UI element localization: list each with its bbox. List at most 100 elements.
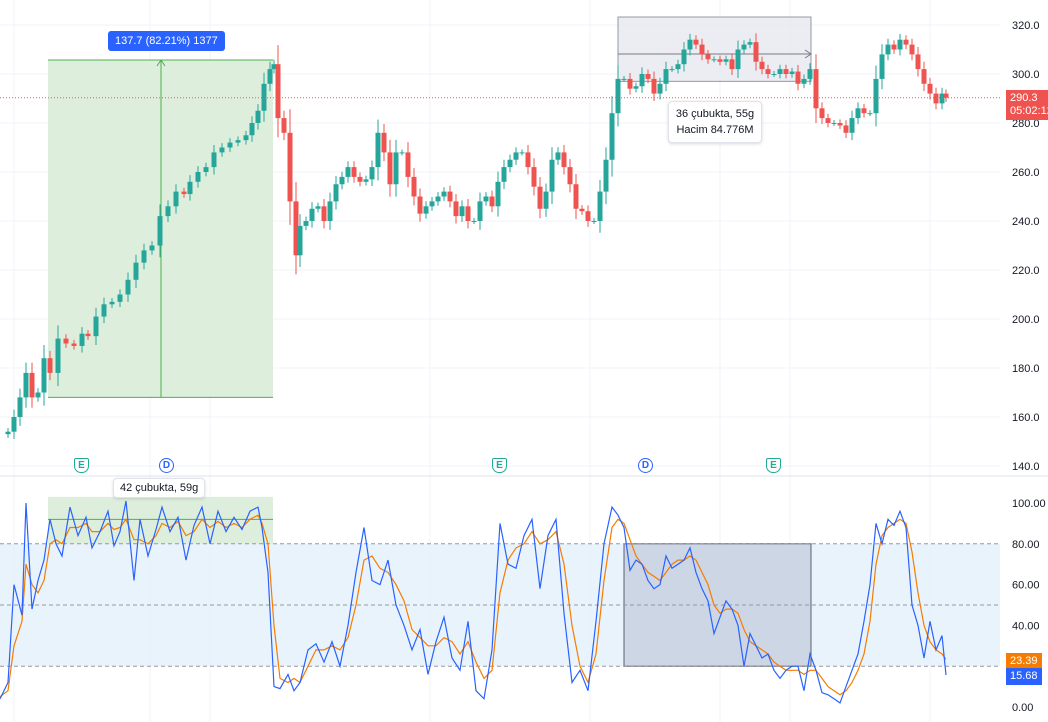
candle-body — [459, 206, 465, 217]
candle-body — [47, 358, 53, 373]
oscillator-tick-label: 0.00 — [1012, 702, 1033, 714]
candle-body — [507, 159, 513, 168]
y-tick-label: 280.0 — [1012, 118, 1040, 130]
candle-body — [429, 201, 435, 207]
candle-body — [549, 159, 555, 192]
candle-body — [669, 69, 675, 71]
candle-body — [219, 147, 225, 153]
candle-body — [187, 181, 193, 195]
candle-body — [345, 167, 351, 177]
candle-body — [101, 304, 107, 317]
date-range-volume: Hacim 84.776M — [676, 124, 754, 136]
candle-body — [441, 191, 447, 197]
oscillator-tick-label: 40.00 — [1012, 620, 1040, 632]
candle-body — [759, 61, 765, 70]
dividend-event-icon[interactable]: D — [638, 458, 653, 473]
candle-body — [687, 39, 693, 50]
candle-body — [363, 179, 369, 182]
candle-body — [513, 152, 519, 160]
candle-body — [321, 206, 327, 221]
dividend-event-icon[interactable]: D — [159, 458, 174, 473]
earnings-event-icon[interactable]: E — [766, 458, 781, 473]
candle-body — [117, 294, 123, 302]
candle-body — [795, 71, 801, 84]
candle-body — [393, 152, 399, 185]
candle-body — [735, 49, 741, 70]
candle-body — [133, 262, 139, 280]
candle-body — [747, 42, 753, 45]
candle-body — [585, 211, 591, 221]
candle-body — [837, 123, 843, 126]
candle-body — [85, 333, 91, 337]
candle-body — [867, 113, 873, 115]
candle-body — [579, 208, 585, 212]
candle-body — [5, 431, 11, 435]
candle-body — [621, 78, 627, 80]
candle-body — [411, 176, 417, 197]
earnings-event-icon[interactable]: E — [492, 458, 507, 473]
candle-body — [943, 93, 949, 98]
candle-body — [801, 78, 807, 84]
candle-body — [357, 176, 363, 182]
candle-body — [885, 44, 891, 55]
candle-body — [903, 39, 909, 45]
candle-body — [813, 69, 819, 109]
candle-body — [843, 125, 849, 133]
candle-body — [327, 201, 333, 221]
bar-count-info: 42 çubukta, 59g — [113, 478, 206, 498]
candle-body — [399, 152, 405, 154]
candle-body — [181, 191, 187, 195]
candle-body — [157, 216, 163, 246]
candle-body — [435, 196, 441, 202]
y-tick-label: 180.0 — [1012, 363, 1040, 375]
y-tick-label: 140.0 — [1012, 461, 1040, 473]
candle-body — [63, 338, 69, 344]
candle-body — [35, 392, 41, 398]
candle-body — [381, 132, 387, 153]
candle-body — [915, 54, 921, 70]
candle-body — [645, 74, 651, 79]
candle-body — [723, 59, 729, 62]
candle-body — [927, 83, 933, 94]
y-tick-label: 160.0 — [1012, 412, 1040, 424]
candle-body — [633, 86, 639, 89]
candle-body — [387, 152, 393, 185]
candle-body — [525, 152, 531, 168]
candle-body — [501, 167, 507, 182]
earnings-event-icon[interactable]: E — [74, 458, 89, 473]
candle-body — [297, 225, 303, 256]
current-price-tag: 290.3 05:02:12 — [1006, 90, 1048, 120]
candle-body — [729, 59, 735, 70]
candle-body — [597, 191, 603, 221]
candle-body — [489, 196, 495, 207]
candle-body — [891, 44, 897, 50]
candle-body — [293, 201, 299, 256]
candle-body — [303, 221, 309, 226]
candle-body — [573, 184, 579, 209]
candle-body — [165, 206, 171, 217]
y-tick-label: 220.0 — [1012, 265, 1040, 277]
candle-body — [309, 208, 315, 221]
bar-count-box — [48, 496, 273, 544]
candle-body — [555, 152, 561, 160]
y-tick-label: 260.0 — [1012, 167, 1040, 179]
candle-body — [173, 191, 179, 207]
candle-body — [711, 59, 717, 61]
candle-body — [255, 110, 261, 123]
candle-body — [149, 245, 155, 251]
candle-body — [369, 167, 375, 180]
candle-body — [897, 39, 903, 50]
candle-body — [825, 118, 831, 123]
candle-body — [11, 417, 17, 432]
price-range-label: 137.7 (82.21%) 1377 — [108, 31, 225, 51]
candle-body — [351, 167, 357, 177]
candle-body — [567, 167, 573, 185]
y-tick-label: 200.0 — [1012, 314, 1040, 326]
date-range-arrowhead — [804, 49, 812, 59]
candle-body — [741, 44, 747, 50]
candle-body — [717, 59, 723, 62]
candle-body — [831, 123, 837, 124]
candle-body — [405, 152, 411, 177]
candle-body — [495, 181, 501, 207]
